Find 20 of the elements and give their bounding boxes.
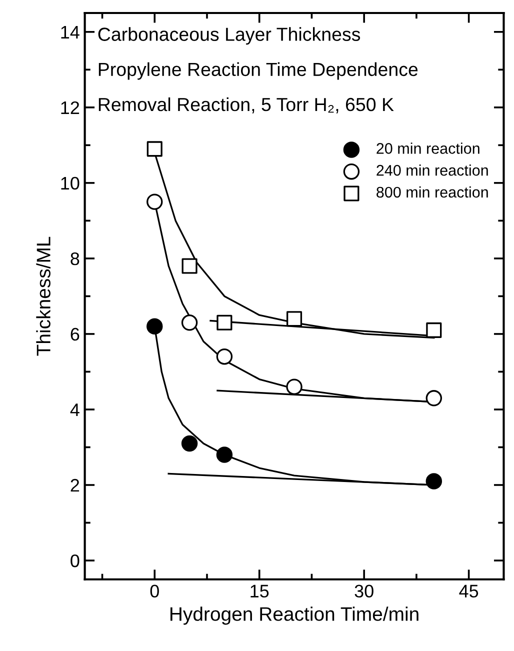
legend-label: 20 min reaction [376, 142, 480, 154]
legend-label: 240 min reaction [376, 164, 488, 176]
x-tick-label: 0 [150, 584, 159, 598]
y-tick-label: 14 [61, 26, 80, 38]
annotation: Propylene Reaction Time Dependence [98, 62, 418, 80]
x-axis-title: Hydrogen Reaction Time/min [170, 606, 418, 625]
x-tick-label: 45 [459, 584, 478, 598]
y-tick-label: 4 [70, 404, 80, 416]
legend-label: 800 min reaction [376, 186, 488, 198]
x-tick-label: 30 [354, 584, 374, 598]
y-tick-label: 8 [70, 252, 80, 266]
y-tick-label: 12 [61, 101, 80, 114]
annotation: Carbonaceous Layer Thickness [98, 27, 360, 45]
y-tick-label: 2 [70, 478, 80, 492]
x-tick-label: 15 [250, 584, 269, 598]
y-tick-label: 0 [70, 554, 80, 568]
y-axis-title: Thickness/ML [36, 236, 50, 356]
y-tick-label: 10 [61, 176, 80, 190]
y-tick-label: 6 [70, 328, 80, 341]
annotation: Removal Reaction, 5 Torr H₂, 650 K [98, 97, 394, 114]
